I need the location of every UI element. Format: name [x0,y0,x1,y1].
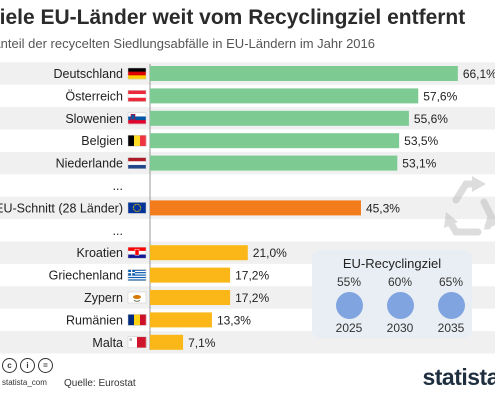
bar [150,267,231,283]
bar-row: Zypern 17,2% [84,290,269,305]
bar [150,88,419,104]
recycling-goal-box: EU-Recyclingziel 55% 2025 60% 2030 65% 2… [312,250,472,338]
brand-small[interactable]: statista_com [2,378,47,387]
value-label: 17,2% [235,291,269,305]
value-label: 45,3% [366,201,400,215]
bar [150,290,231,305]
category-label: Deutschland [54,67,124,81]
goal-year: 2030 [386,321,414,335]
bar-row: Kroatien 21,0% [76,245,287,261]
goal-item: 60% 2030 [380,272,420,335]
bar-row: ... [113,179,123,193]
bar [150,200,361,216]
bar [150,334,184,350]
category-label: Rumänien [66,313,123,327]
category-label: Slowenien [65,112,123,126]
bar-row: Deutschland 66,1% [54,66,495,81]
bar-row: Slowenien 55,6% [65,110,448,126]
category-label: Österreich [65,89,123,103]
info-icon[interactable]: i [20,358,35,373]
category-label: Zypern [84,291,123,305]
goal-year: 2035 [437,321,465,335]
license-area: c i = statista_com [0,358,60,398]
bar [150,133,400,149]
source-text: Quelle: Eurostat [64,378,136,389]
bar [150,155,398,171]
value-label: 21,0% [253,246,287,260]
category-label: ... [113,224,123,238]
bar-row: EU-Schnitt (28 Länder) 45,3% [0,200,400,216]
category-label: Belgien [81,134,123,148]
goal-item: 65% 2035 [431,272,471,335]
value-label: 17,2% [235,269,269,283]
chart-subtitle: Anteil der recycelten Siedlungsabfälle i… [0,36,375,51]
value-label: 53,1% [402,157,436,171]
bar-row: Griechenland 17,2% [49,267,269,283]
value-label: 7,1% [188,336,216,350]
cc-icon[interactable]: c [2,358,17,373]
bar [150,66,458,81]
goal-item: 55% 2025 [329,272,369,335]
goal-title: EU-Recyclingziel [342,256,442,271]
bar-row: Niederlande 53,1% [56,155,437,171]
equals-icon[interactable]: = [38,358,53,373]
category-label: ... [113,179,123,193]
goal-dot-icon [386,292,414,319]
bar-row: Belgien 53,5% [81,133,439,149]
goal-percent: 60% [387,275,413,289]
goal-percent: 65% [438,275,464,289]
goal-year: 2025 [335,321,363,335]
chart-title: Viele EU-Länder weit vom Recyclingziel e… [0,6,466,29]
bar-row: Rumänien 13,3% [66,312,251,328]
category-label: EU-Schnitt (28 Länder) [0,201,123,215]
bar [150,312,212,328]
bar-row: Österreich 57,6% [65,88,458,104]
goal-dot-icon [437,292,465,319]
category-label: Malta [92,336,123,350]
statista-logo[interactable]: statista [422,364,495,390]
category-label: Niederlande [56,157,123,171]
value-label: 53,5% [404,134,438,148]
value-label: 57,6% [423,89,457,103]
recycle-icon [444,176,495,236]
bar [150,110,409,126]
value-label: 55,6% [414,112,448,126]
goal-dot-icon [335,292,363,319]
value-label: 13,3% [217,313,251,327]
bar-row: Malta 7,1% [92,334,216,350]
bar-row: ... [113,224,123,238]
category-label: Griechenland [49,269,123,283]
bar [150,245,248,261]
goal-percent: 55% [336,275,362,289]
category-label: Kroatien [76,246,123,260]
value-label: 66,1% [463,67,495,81]
